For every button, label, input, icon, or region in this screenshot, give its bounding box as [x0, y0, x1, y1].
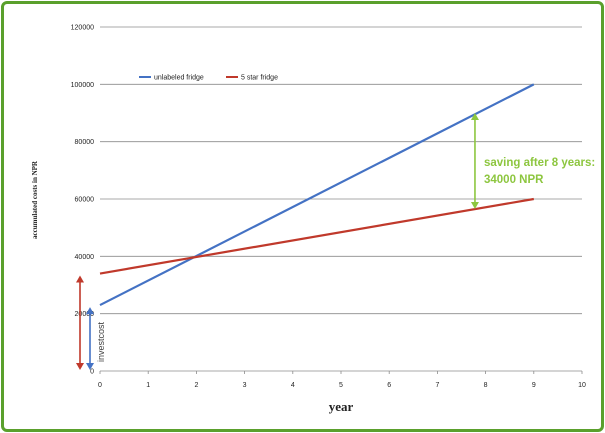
saving-label-line1: saving after 8 years: [484, 157, 595, 169]
y-tick-label: 60000 [75, 197, 95, 204]
x-tick-label: 2 [194, 382, 198, 389]
legend-label: 5 star fridge [241, 75, 278, 82]
series-line-5-star-fridge [99, 197, 534, 275]
saving-arrow-head-up [470, 113, 479, 120]
x-axis-title: year [329, 399, 354, 414]
x-tick-label: 3 [243, 382, 247, 389]
x-tick-label: 5 [339, 382, 343, 389]
y-tick-label: 0 [90, 369, 94, 376]
saving-arrow-head-down [470, 202, 479, 210]
y-axis-title: accumulated costs in NPR [31, 160, 39, 239]
y-tick-label: 80000 [75, 139, 95, 146]
x-tick-label: 6 [387, 382, 391, 389]
legend: unlabeled fridge 5 star fridge [139, 75, 278, 82]
x-tick-label: 0 [98, 382, 102, 389]
investcost-label: investcost [96, 321, 106, 362]
y-tick-label: 40000 [75, 254, 95, 261]
x-tick-label: 7 [435, 382, 439, 389]
series-line-unlabeled-fridge [99, 83, 535, 307]
x-tick-label: 4 [291, 382, 295, 389]
x-tick-label: 8 [484, 382, 488, 389]
x-axis-ticks: 0 1 2 3 4 5 6 7 8 9 10 [98, 371, 586, 389]
legend-label: unlabeled fridge [154, 75, 204, 82]
x-tick-label: 9 [532, 382, 536, 389]
investcost-arrow-5-star-head-down [76, 363, 84, 370]
annotations: saving after 8 years: 34000 NPR investcost [76, 113, 595, 370]
investcost-arrow-unlabeled-head-down [86, 363, 94, 370]
gridlines [100, 26, 582, 315]
investcost-arrow-unlabeled-head-up [86, 307, 94, 315]
investcost-arrow-5-star-head-up [76, 275, 84, 283]
y-tick-label: 100000 [71, 82, 94, 89]
y-axis-ticks: 0 20000 40000 60000 80000 100000 120000 [71, 25, 94, 376]
x-tick-label: 1 [146, 382, 150, 389]
y-tick-label: 20000 [75, 311, 95, 318]
y-tick-label: 120000 [71, 25, 94, 32]
series-lines [99, 83, 535, 307]
saving-label-line2: 34000 NPR [484, 174, 544, 186]
x-tick-label: 10 [578, 382, 586, 389]
